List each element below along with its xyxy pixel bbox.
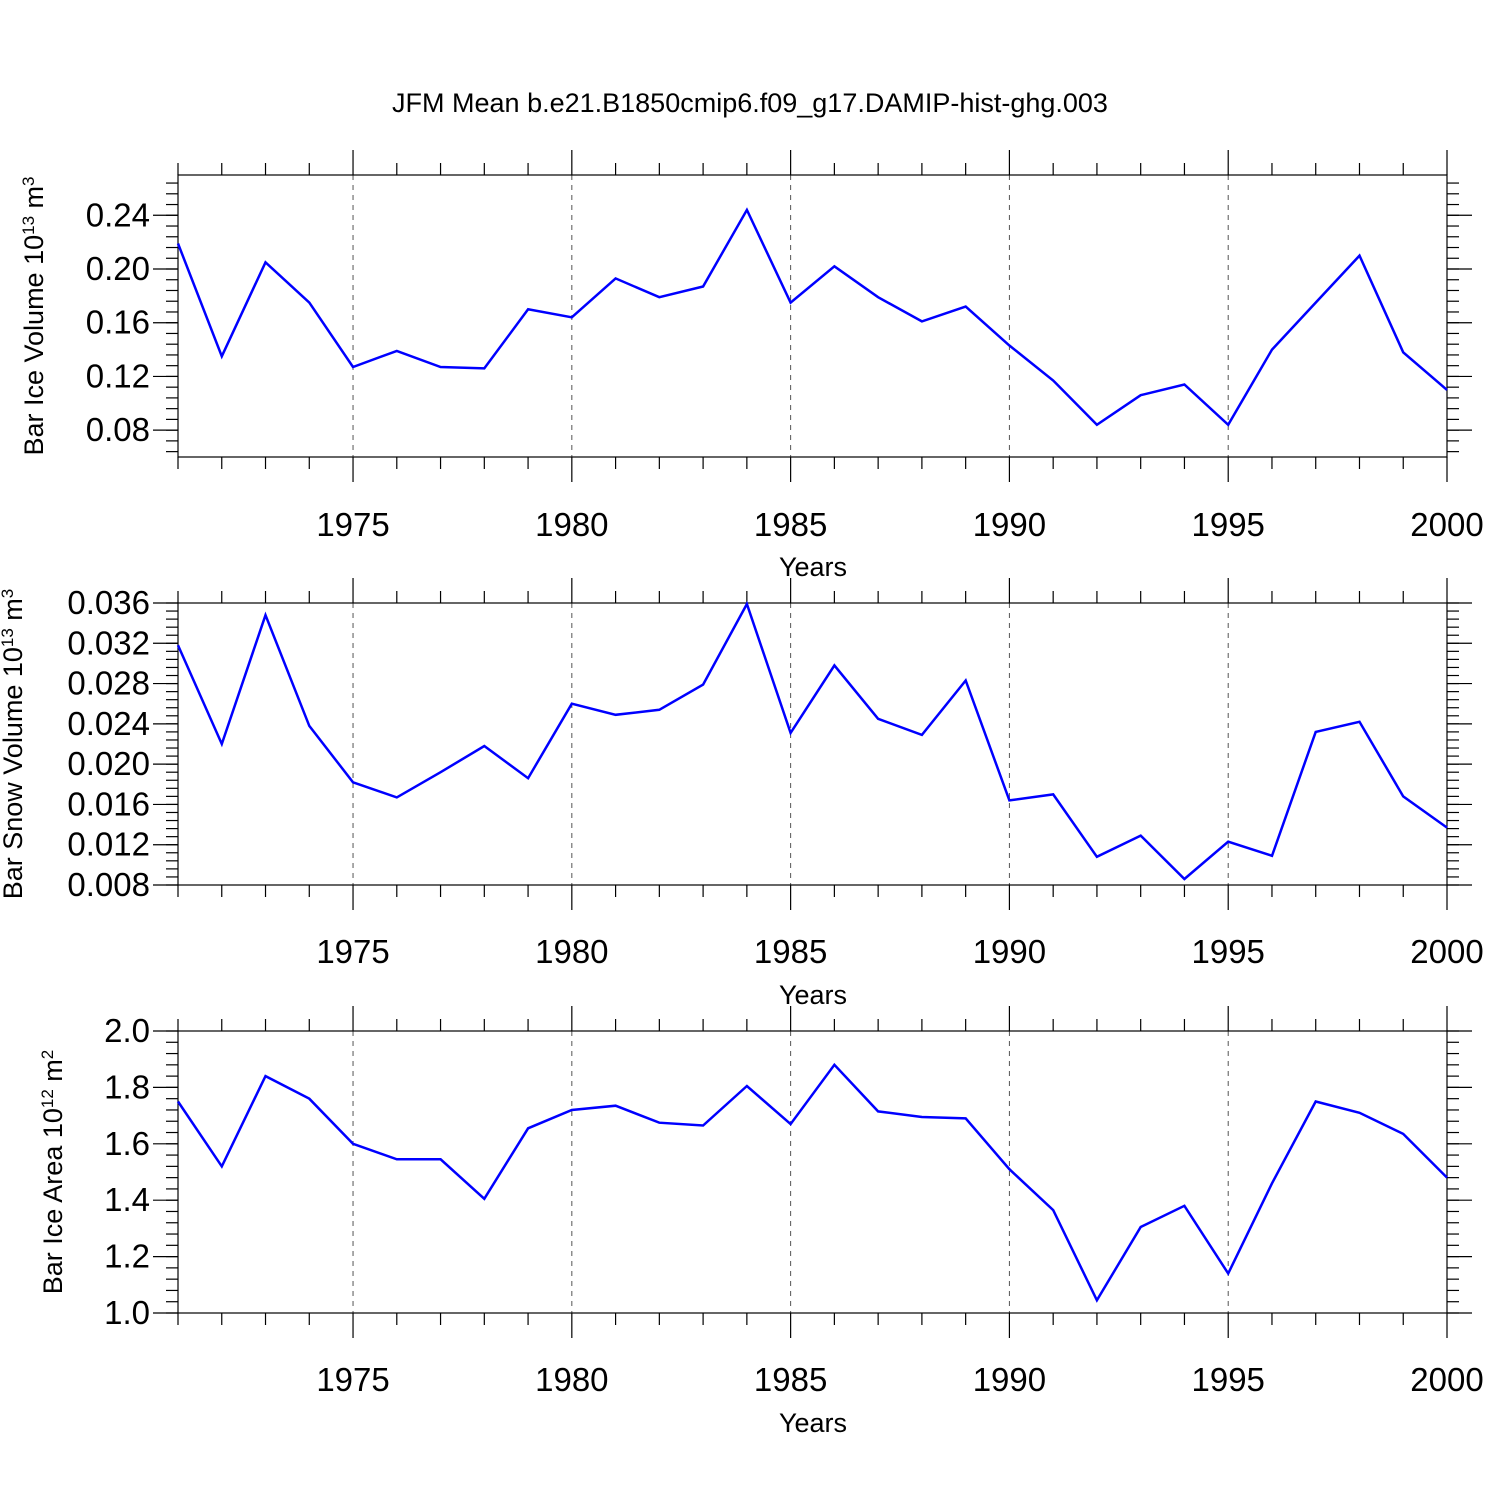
y-tick-label: 0.036	[67, 584, 150, 621]
y-tick-label: 0.020	[67, 745, 150, 782]
y-axis-label: Bar Ice Area 1012 m2	[38, 1050, 69, 1295]
x-tick-label: 1990	[973, 506, 1046, 543]
y-tick-label: 0.024	[67, 705, 150, 742]
x-tick-label: 1995	[1191, 933, 1264, 970]
x-axis-label: Years	[779, 1408, 847, 1438]
panel-ice-volume: 1975 1980 1985 1990 1995 2000 Years 0.08 0.12 0.1…	[19, 150, 1484, 582]
series-line	[176, 207, 1448, 427]
x-tick-label: 2000	[1410, 506, 1483, 543]
x-tick-label: 1995	[1191, 1361, 1264, 1398]
y-tick-label: 0.028	[67, 665, 150, 702]
y-tick-label: 2.0	[104, 1012, 150, 1049]
y-tick-label: 0.008	[67, 866, 150, 903]
x-tick-label: 1980	[535, 1361, 608, 1398]
x-tick-label: 1990	[973, 933, 1046, 970]
y-axis-label: Bar Snow Volume 1013 m3	[0, 589, 28, 900]
x-tick-label: 1975	[316, 933, 389, 970]
x-tick-label: 1975	[316, 506, 389, 543]
y-tick-label: 0.24	[86, 196, 150, 233]
y-tick-label: 0.012	[67, 826, 150, 863]
y-tick-label: 0.16	[86, 304, 150, 341]
y-tick-label: 0.12	[86, 357, 150, 394]
y-tick-label: 0.016	[67, 785, 150, 822]
y-tick-label: 1.2	[104, 1238, 150, 1275]
x-tick-label: 1980	[535, 506, 608, 543]
x-tick-label: 1990	[973, 1361, 1046, 1398]
x-tick-label: 2000	[1410, 933, 1483, 970]
series-line	[176, 600, 1448, 881]
x-axis-label: Years	[779, 980, 847, 1010]
x-tick-label: 1980	[535, 933, 608, 970]
x-tick-label: 1985	[754, 1361, 827, 1398]
x-tick-label: 2000	[1410, 1361, 1483, 1398]
y-tick-label: 1.8	[104, 1068, 150, 1105]
x-tick-label: 1985	[754, 506, 827, 543]
x-axis-label: Years	[779, 552, 847, 582]
plot-frame	[177, 174, 1448, 458]
y-tick-label: 0.20	[86, 250, 150, 287]
x-tick-label: 1975	[316, 1361, 389, 1398]
y-tick-label: 1.6	[104, 1125, 150, 1162]
y-tick-label: 0.08	[86, 411, 150, 448]
x-tick-label: 1985	[754, 933, 827, 970]
plot-frame	[177, 602, 1448, 886]
y-tick-label: 1.4	[104, 1181, 150, 1218]
x-tick-label: 1995	[1191, 506, 1264, 543]
plot-frame	[177, 1030, 1448, 1314]
chart-title: JFM Mean b.e21.B1850cmip6.f09_g17.DAMIP-…	[392, 88, 1108, 118]
y-axis-label: Bar Ice Volume 1013 m3	[19, 176, 50, 455]
panel-ice-area: 1975 1980 1985 1990 1995 2000 Years 1.0 1.2 1.4 1.…	[38, 1006, 1484, 1438]
y-tick-label: 0.032	[67, 624, 150, 661]
y-tick-label: 1.0	[104, 1294, 150, 1331]
series-line	[176, 1062, 1448, 1303]
